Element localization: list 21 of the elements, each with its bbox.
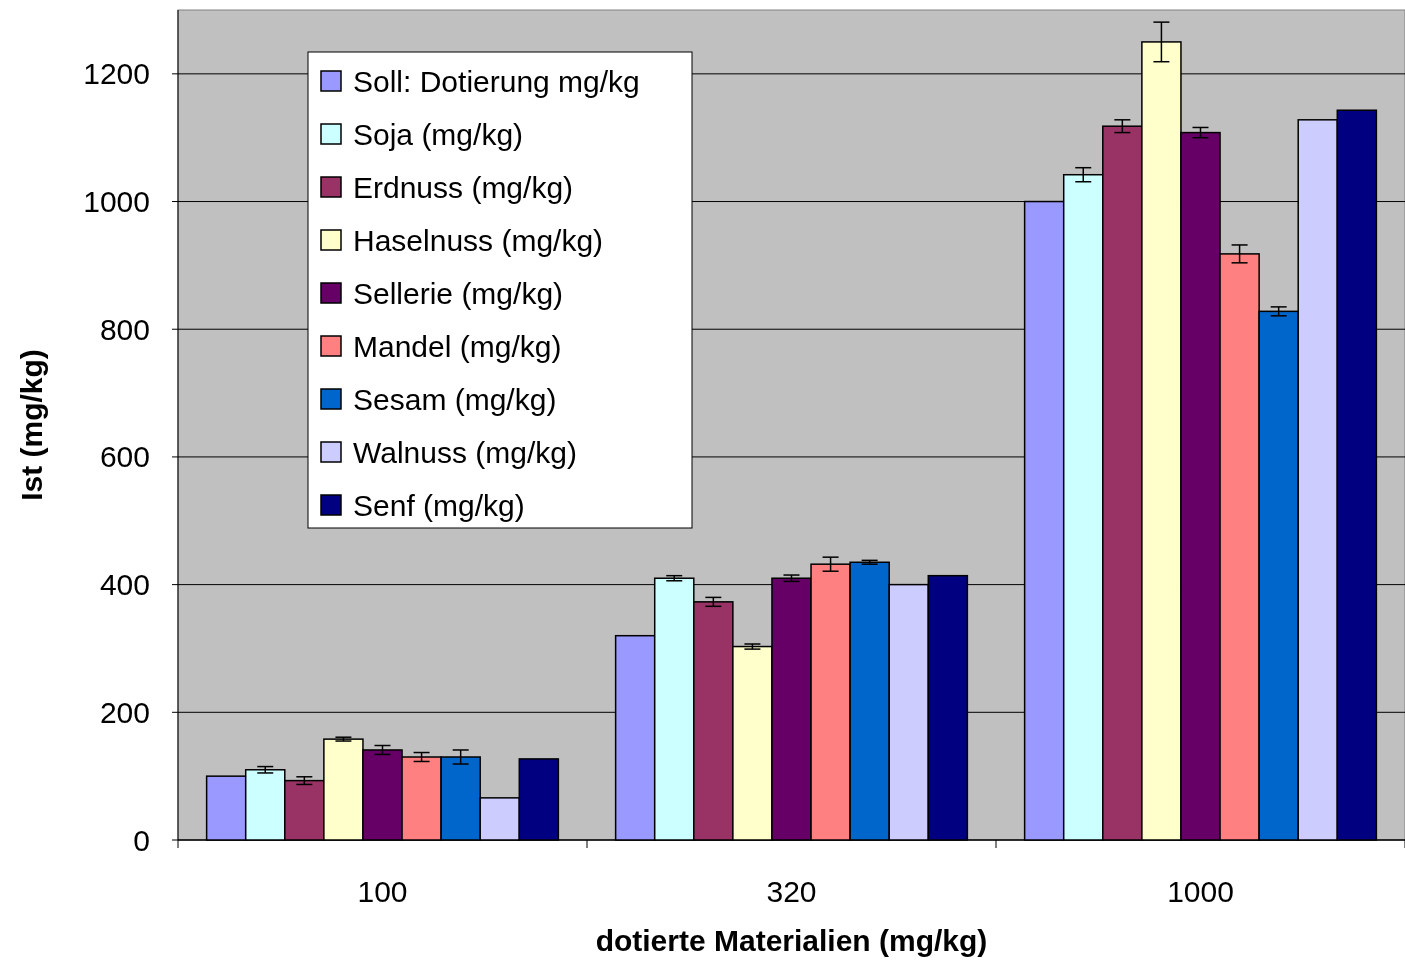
legend-label: Soja (mg/kg) — [353, 117, 524, 151]
legend-label: Mandel (mg/kg) — [353, 329, 562, 363]
y-tick-label: 400 — [99, 568, 150, 602]
y-tick-label: 1000 — [83, 185, 150, 219]
y-axis-title: Ist (mg/kg) — [15, 349, 48, 501]
y-tick-label: 1200 — [83, 57, 150, 91]
x-axis-title: dotierte Materialien (mg/kg) — [595, 924, 988, 957]
legend-label: Haselnuss (mg/kg) — [353, 223, 604, 257]
y-tick-label: 600 — [99, 440, 150, 474]
x-tick-label: 1000 — [1167, 875, 1234, 908]
legend-label: Soll: Dotierung mg/kg — [353, 64, 640, 98]
y-tick-label: 0 — [133, 823, 150, 857]
y-tick-label: 200 — [99, 695, 150, 729]
legend-label: Sellerie (mg/kg) — [353, 276, 564, 310]
x-tick-label: 100 — [357, 875, 408, 908]
legend-label: Walnuss (mg/kg) — [353, 435, 577, 469]
legend-label: Erdnuss (mg/kg) — [353, 170, 574, 204]
y-tick-label: 800 — [99, 312, 150, 346]
legend-label: Sesam (mg/kg) — [353, 382, 557, 416]
x-tick-label: 320 — [766, 875, 817, 908]
legend-label: Senf (mg/kg) — [353, 488, 525, 522]
